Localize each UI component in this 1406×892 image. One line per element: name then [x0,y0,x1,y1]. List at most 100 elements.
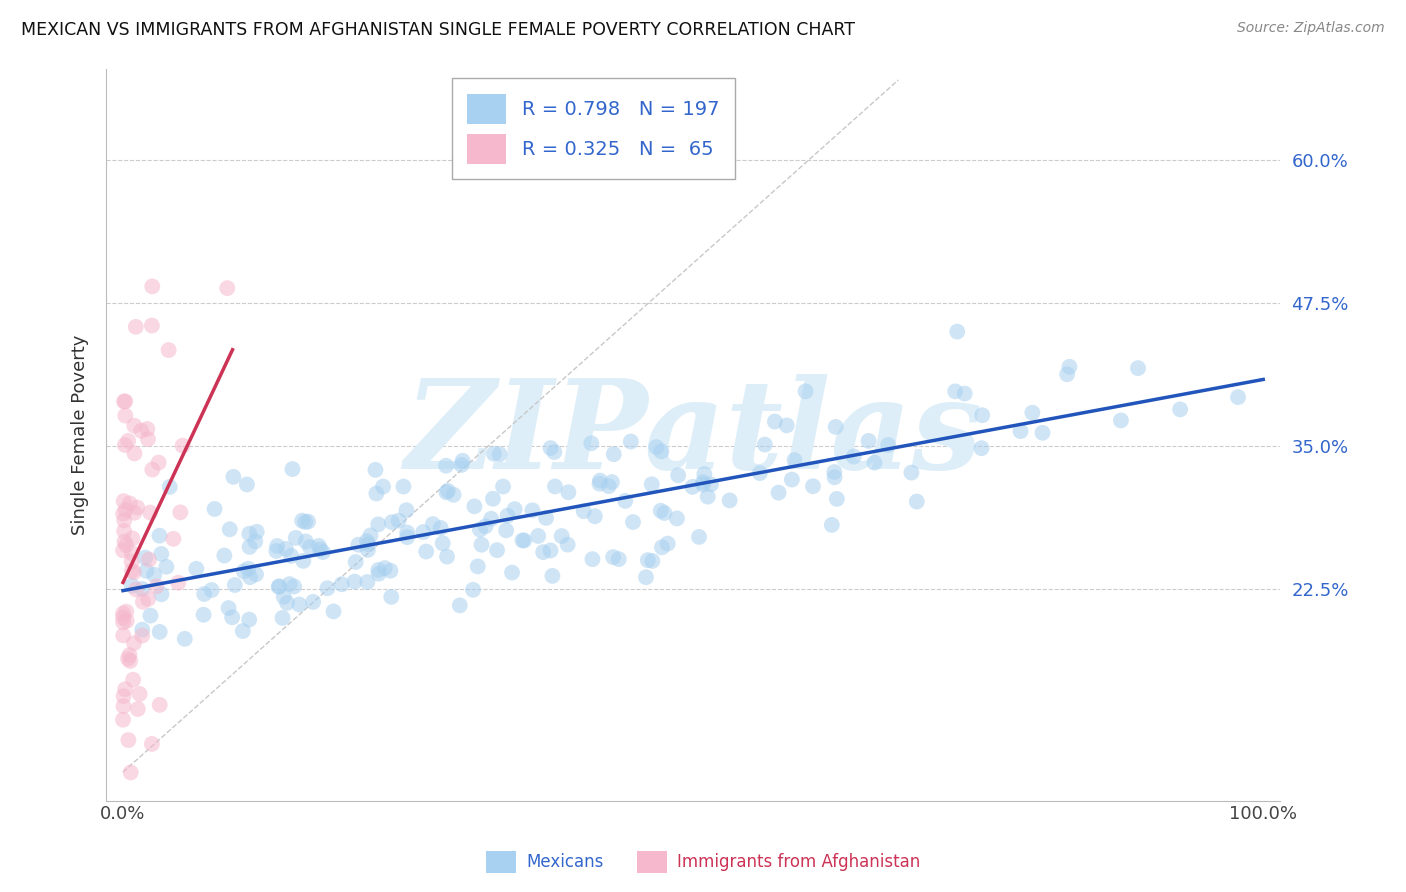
Point [783,453,806,467]
Point [598,479,620,493]
Legend: Mexicans, Immigrants from Afghanistan: Mexicans, Immigrants from Afghanistan [479,845,927,880]
Point [112,628,135,642]
Point [141,279,163,293]
Point [224,578,246,592]
Point [443,488,465,502]
Point [513,533,536,548]
Point [128,687,150,701]
Point [551,529,574,543]
Point [139,608,162,623]
Point [434,458,457,473]
Point [145,579,167,593]
Point [588,476,610,491]
Point [650,444,672,458]
Point [245,534,267,549]
Point [470,538,492,552]
Point [367,563,389,577]
Point [858,434,880,448]
Point [1126,361,1149,376]
Point [186,562,208,576]
Point [621,515,644,529]
Point [572,504,595,518]
Point [288,598,311,612]
Point [557,538,579,552]
Point [136,422,159,436]
Point [541,569,564,583]
Point [364,463,387,477]
Point [125,319,148,334]
Point [267,580,290,594]
Point [115,538,138,552]
Point [657,536,679,550]
Point [693,467,716,481]
Point [463,500,485,514]
Point [357,537,380,551]
Point [114,682,136,697]
Point [284,531,307,545]
Text: Source: ZipAtlas.com: Source: ZipAtlas.com [1237,21,1385,35]
Point [136,432,159,446]
Point [495,524,517,538]
Point [135,564,157,578]
Point [239,570,262,584]
Point [115,605,138,619]
Point [114,394,136,409]
Point [392,479,415,493]
Point [149,698,172,712]
Point [607,552,630,566]
Point [696,490,718,504]
Point [824,470,846,484]
Point [139,506,162,520]
Point [138,552,160,566]
Point [112,610,135,624]
Point [118,648,141,662]
Point [356,574,378,589]
Point [283,580,305,594]
Point [217,281,239,295]
Point [557,485,579,500]
Point [291,514,314,528]
Point [159,480,181,494]
Point [1109,413,1132,427]
Point [232,624,254,638]
Point [748,466,770,480]
Point [1010,424,1032,438]
Point [193,607,215,622]
Point [134,550,156,565]
Point [512,533,534,548]
Point [544,479,567,493]
Point [794,384,817,399]
Point [141,737,163,751]
Point [276,596,298,610]
Point [222,470,245,484]
Point [114,503,136,517]
Point [114,534,136,549]
Point [218,601,240,615]
Point [344,555,367,569]
Point [503,502,526,516]
Point [155,559,177,574]
Point [581,436,603,450]
Point [396,525,419,540]
Point [236,477,259,491]
Point [294,515,316,529]
Point [700,477,723,491]
Point [374,561,396,575]
Point [367,517,389,532]
Point [157,343,180,357]
Point [273,590,295,604]
Point [943,384,966,399]
Text: ZIPatlas: ZIPatlas [404,374,983,495]
Point [589,474,612,488]
Point [412,525,434,540]
Point [776,418,799,433]
Point [280,549,302,563]
Point [115,614,138,628]
Point [112,513,135,527]
Point [124,506,146,520]
Point [451,454,474,468]
Point [122,565,145,579]
Point [141,318,163,333]
Point [665,511,688,525]
Point [167,575,190,590]
